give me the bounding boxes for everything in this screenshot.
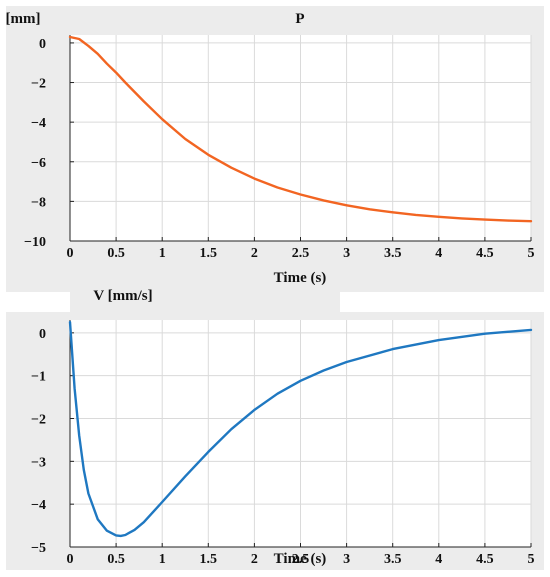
- panel-band: [70, 285, 340, 313]
- x-tick-label: 0.5: [107, 246, 125, 261]
- y-tick-label: −2: [31, 77, 46, 92]
- x-tick-label: 0.5: [107, 552, 125, 567]
- y-tick-label: −6: [31, 156, 46, 171]
- x-tick-label: 1.5: [200, 246, 218, 261]
- x-tick-label: 2: [251, 552, 258, 567]
- series-line-position: [68, 35, 533, 223]
- x-tick-label: 4: [435, 552, 442, 567]
- x-tick-label: 5: [528, 246, 535, 261]
- x-tick-label: 1: [159, 246, 166, 261]
- y-tick-label: −2: [31, 413, 46, 428]
- x-tick-label: 1.5: [200, 552, 218, 567]
- chart-panel-velocity: 0 0.5 1 1.5 2 2.5 3 3.5 4 4.5 5 0 −1 −2 −3 −4 −5 V [mm/s]…: [6, 285, 544, 570]
- x-tick-label: 0: [67, 246, 74, 261]
- x-tick-label: 3: [343, 552, 350, 567]
- y-tick-label: −8: [31, 195, 46, 210]
- y-tick-label: −3: [31, 455, 46, 470]
- chart-title-position: P: [295, 11, 304, 27]
- x-tick-label: 1: [159, 552, 166, 567]
- y-tick-label: −4: [31, 498, 46, 513]
- x-tick-label: 4.5: [476, 552, 494, 567]
- x-tick-label: 0: [67, 552, 74, 567]
- y-tick-label: −4: [31, 116, 46, 131]
- panel-band: [6, 6, 544, 35]
- series-line-velocity: [68, 320, 533, 538]
- x-tick-label: 5: [528, 552, 535, 567]
- x-tick-label: 3.5: [384, 552, 402, 567]
- x-tick-label: 4: [435, 246, 442, 261]
- chart-panel-position: 0 0.5 1 1.5 2 2.5 3 3.5 4 4.5 5 0 −2 −4 −6 −8 −10 P [mm] Ti…: [6, 6, 544, 292]
- x-tick-label: 4.5: [476, 246, 494, 261]
- x-tick-label: 3.5: [384, 246, 402, 261]
- y-tick-label: −10: [24, 235, 46, 250]
- x-tick-label: 2: [251, 246, 258, 261]
- y-tick-label: 0: [39, 37, 46, 52]
- x-tick-label: 2.5: [292, 552, 310, 567]
- y-tick-label: −5: [31, 541, 46, 556]
- x-axis-label-position: Time (s): [274, 270, 327, 286]
- y-tick-label: 0: [39, 327, 46, 342]
- y-tick-label: −1: [31, 370, 46, 385]
- x-axis-label-velocity: Time (s): [274, 551, 327, 567]
- x-tick-label: 3: [343, 246, 350, 261]
- y-axis-label-position: [mm]: [6, 11, 41, 27]
- chart-title-velocity: V [mm/s]: [93, 288, 152, 304]
- x-tick-label: 2.5: [292, 246, 310, 261]
